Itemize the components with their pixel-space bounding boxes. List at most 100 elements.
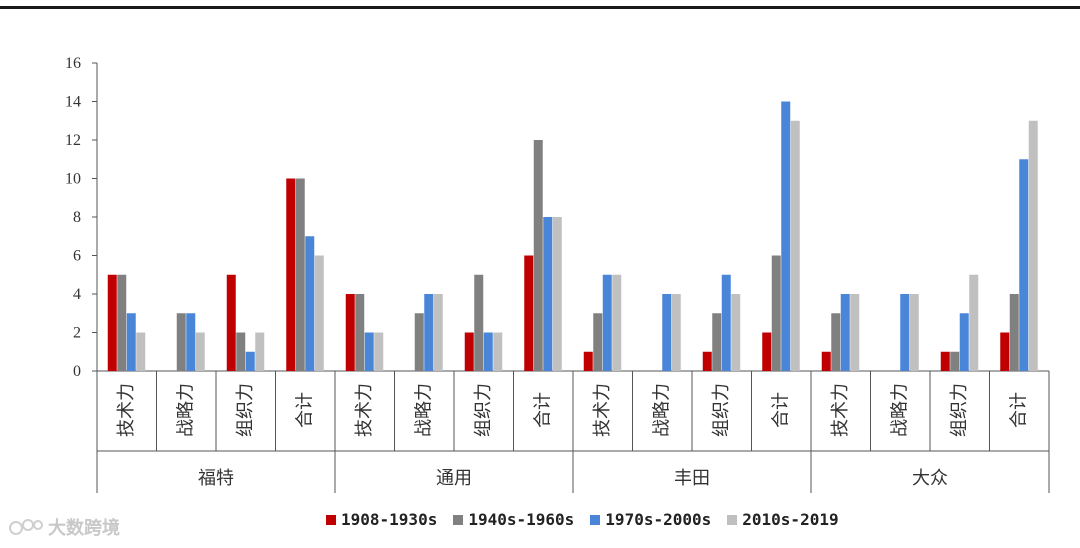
legend-item-series-3: 1970s-2000s [590, 510, 711, 529]
bar [305, 236, 315, 371]
bar [186, 313, 196, 371]
legend-label-series-2: 1940s-1960s [468, 510, 575, 529]
x-category-label: 组织力 [949, 383, 970, 437]
bar [286, 178, 296, 371]
bar [831, 313, 841, 371]
bar [781, 101, 791, 371]
bar [374, 332, 384, 371]
bar [821, 351, 831, 371]
x-category-label: 合计 [1008, 392, 1029, 428]
bar [176, 313, 186, 371]
bar [433, 294, 443, 371]
bar [364, 332, 374, 371]
x-category-label: 战略力 [413, 383, 434, 437]
bar [107, 274, 117, 371]
legend-label-series-1: 1908-1930s [341, 510, 438, 529]
bar [1028, 120, 1038, 371]
bar [662, 294, 672, 371]
bar [950, 351, 960, 371]
bar [533, 140, 543, 371]
bar [226, 274, 236, 371]
bar [524, 255, 534, 371]
x-category-label: 组织力 [235, 383, 256, 437]
bar [1000, 332, 1010, 371]
y-tick-label: 12 [65, 132, 81, 149]
bar [414, 313, 424, 371]
bar [483, 332, 493, 371]
watermark-logo-icon [9, 519, 43, 535]
y-tick-label: 4 [73, 286, 81, 303]
bar [959, 313, 969, 371]
bar [236, 332, 246, 371]
legend-item-series-1: 1908-1930s [326, 510, 437, 529]
x-category-label: 技术力 [354, 383, 375, 437]
bar [126, 313, 136, 371]
x-category-label: 技术力 [830, 383, 851, 437]
bar [345, 294, 355, 371]
legend-label-series-4: 2010s-2019 [742, 510, 839, 529]
legend: 1908-1930s 1940s-1960s 1970s-2000s 2010s… [326, 510, 839, 529]
y-tick-label: 10 [65, 171, 81, 188]
bar [612, 274, 622, 371]
bar [969, 274, 979, 371]
y-tick-label: 0 [73, 363, 81, 380]
bar [117, 274, 127, 371]
bar [245, 351, 255, 371]
x-category-label: 合计 [294, 392, 315, 428]
y-tick-label: 2 [73, 325, 81, 342]
bar [543, 217, 553, 371]
bar [771, 255, 781, 371]
legend-swatch-series-2 [453, 514, 464, 525]
x-category-label: 合计 [532, 392, 553, 428]
bar [493, 332, 503, 371]
bar [721, 274, 731, 371]
y-tick-label: 14 [65, 94, 81, 111]
bar [424, 294, 434, 371]
bar [790, 120, 800, 371]
bar [295, 178, 305, 371]
legend-swatch-series-3 [590, 514, 601, 525]
bar [552, 217, 562, 371]
bar [355, 294, 365, 371]
bar [940, 351, 950, 371]
bar [474, 274, 484, 371]
top-rule [0, 6, 1080, 9]
bar [1009, 294, 1019, 371]
bar [762, 332, 772, 371]
x-category-label: 技术力 [116, 383, 137, 437]
bar [593, 313, 603, 371]
x-group-label: 丰田 [674, 468, 710, 489]
x-group-label: 福特 [198, 468, 234, 489]
legend-swatch-series-1 [326, 514, 336, 525]
y-tick-label: 16 [65, 55, 81, 72]
legend-item-series-4: 2010s-2019 [727, 510, 839, 529]
legend-label-series-3: 1970s-2000s [605, 510, 712, 529]
bar [583, 351, 593, 371]
bar [909, 294, 919, 371]
bar [702, 351, 712, 371]
legend-item-series-2: 1940s-1960s [453, 510, 574, 529]
bar [712, 313, 722, 371]
bar [671, 294, 681, 371]
bar [900, 294, 910, 371]
bar [195, 332, 205, 371]
bar [1019, 159, 1029, 371]
bar [731, 294, 741, 371]
x-group-label: 通用 [436, 468, 472, 489]
x-category-label: 技术力 [592, 383, 613, 437]
x-category-label: 组织力 [711, 383, 732, 437]
bar [314, 255, 324, 371]
bar [255, 332, 265, 371]
watermark-text: 大数跨境 [48, 518, 120, 539]
y-tick-label: 6 [73, 248, 81, 265]
x-category-label: 合计 [770, 392, 791, 428]
y-tick-label: 8 [73, 209, 81, 226]
x-category-label: 战略力 [889, 383, 910, 437]
bar [840, 294, 850, 371]
x-group-label: 大众 [912, 468, 948, 489]
bar [136, 332, 146, 371]
bar [464, 332, 474, 371]
x-category-label: 战略力 [651, 383, 672, 437]
x-category-label: 战略力 [175, 383, 196, 437]
